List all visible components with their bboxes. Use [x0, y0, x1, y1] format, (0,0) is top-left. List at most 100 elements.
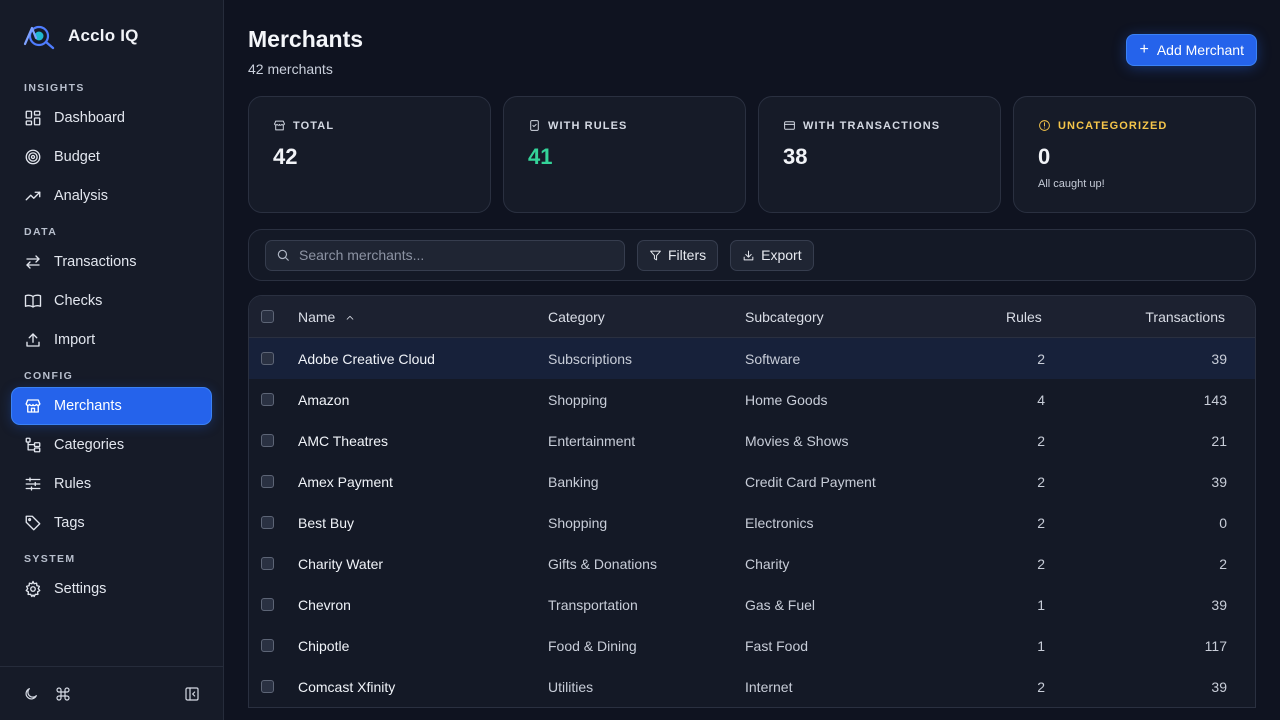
filters-label: Filters [668, 247, 707, 263]
cell-transactions: 117 [1204, 637, 1227, 654]
stat-value: 41 [528, 144, 553, 169]
command-icon[interactable] [54, 685, 72, 703]
row-checkbox[interactable] [261, 516, 274, 529]
cell-transactions: 39 [1211, 350, 1227, 367]
stats-row: TOTAL 42 WITH RULES 41 WITH TRANSACTIONS… [248, 96, 1256, 213]
nav-section-title: DATA [24, 226, 58, 238]
stat-label: WITH RULES [548, 119, 628, 132]
clipboard-check-icon [530, 120, 539, 131]
cell-subcategory: Credit Card Payment [745, 473, 876, 490]
row-checkbox[interactable] [261, 475, 274, 488]
cell-transactions: 21 [1211, 432, 1227, 449]
stat-card-uncategorized: UNCATEGORIZED 0 All caught up! [1013, 96, 1256, 213]
sidebar-item-budget[interactable]: Budget [12, 139, 211, 175]
search-box[interactable] [265, 239, 625, 271]
cell-rules: 1 [1037, 637, 1045, 654]
alert-circle-icon [1039, 120, 1050, 131]
cell-subcategory: Internet [745, 678, 793, 695]
sidebar-item-tags[interactable]: Tags [12, 505, 211, 541]
cell-transactions: 2 [1219, 555, 1227, 572]
column-header-rules[interactable]: Rules [1006, 308, 1042, 325]
sidebar-item-label: Analysis [54, 188, 108, 204]
column-header-name[interactable]: Name [298, 309, 548, 325]
sidebar: Acclo IQ INSIGHTS Dashboard Budget Analy… [0, 0, 224, 720]
sidebar-item-transactions[interactable]: Transactions [12, 244, 211, 280]
brand[interactable]: Acclo IQ [0, 0, 223, 72]
cell-name: Comcast Xfinity [298, 678, 396, 695]
sort-asc-icon [345, 309, 355, 325]
sidebar-item-label: Tags [54, 515, 85, 531]
column-header-category[interactable]: Category [548, 308, 605, 325]
sidebar-item-rules[interactable]: Rules [12, 466, 211, 502]
cell-name: Chipotle [298, 637, 350, 654]
row-checkbox[interactable] [261, 598, 274, 611]
cell-rules: 2 [1037, 432, 1045, 449]
moon-icon[interactable] [22, 685, 40, 703]
sidebar-item-categories[interactable]: Categories [12, 427, 211, 463]
table-row[interactable]: Chevron Transportation Gas & Fuel 1 39 [249, 584, 1255, 625]
cell-transactions: 39 [1211, 473, 1227, 490]
trend-icon [24, 187, 42, 205]
table-row[interactable]: Best Buy Shopping Electronics 2 0 [249, 502, 1255, 543]
row-checkbox[interactable] [261, 434, 274, 447]
sidebar-item-label: Import [54, 332, 96, 348]
stat-card-with-transactions: WITH TRANSACTIONS 38 [758, 96, 1001, 213]
collapse-sidebar-icon[interactable] [183, 685, 201, 703]
swap-icon [24, 253, 42, 271]
cell-rules: 4 [1037, 391, 1045, 408]
stat-note: All caught up! [1038, 178, 1105, 190]
sidebar-footer [0, 666, 223, 720]
row-checkbox[interactable] [261, 352, 274, 365]
column-header-transactions[interactable]: Transactions [1145, 308, 1225, 325]
sidebar-item-label: Rules [54, 476, 92, 492]
search-input[interactable] [299, 247, 599, 263]
table-row[interactable]: Adobe Creative Cloud Subscriptions Softwar… [249, 338, 1255, 379]
cell-category: Subscriptions [548, 350, 633, 367]
cell-name: Charity Water [298, 555, 384, 572]
cell-category: Shopping [548, 391, 608, 408]
page-header: Merchants 42 merchants + Add Merchant [248, 24, 1256, 96]
table-row[interactable]: Charity Water Gifts & Donations Charity 2 2 [249, 543, 1255, 584]
sidebar-item-label: Transactions [54, 254, 137, 270]
upload-icon [24, 331, 42, 349]
dashboard-icon [24, 109, 42, 127]
cell-subcategory: Gas & Fuel [745, 596, 816, 613]
sidebar-item-label: Dashboard [54, 110, 125, 126]
table-header: Name Category Subcategory Rules Transact… [249, 296, 1255, 338]
store-icon [274, 120, 285, 131]
cell-rules: 2 [1037, 678, 1045, 695]
page-title: Merchants [248, 26, 364, 52]
search-icon [277, 249, 289, 261]
cell-subcategory: Electronics [745, 514, 814, 531]
table-row[interactable]: Comcast Xfinity Utilities Internet 2 39 [249, 666, 1255, 707]
cell-rules: 2 [1037, 514, 1045, 531]
sidebar-item-settings[interactable]: Settings [12, 571, 211, 607]
row-checkbox[interactable] [261, 680, 274, 693]
table-row[interactable]: Amazon Shopping Home Goods 4 143 [249, 379, 1255, 420]
select-all-checkbox[interactable] [261, 310, 274, 323]
sliders-icon [24, 475, 42, 493]
row-checkbox[interactable] [261, 639, 274, 652]
sidebar-item-dashboard[interactable]: Dashboard [12, 100, 211, 136]
merchants-table: Name Category Subcategory Rules Transact… [248, 295, 1256, 708]
row-checkbox[interactable] [261, 393, 274, 406]
filter-icon [650, 250, 661, 260]
store-icon [24, 397, 42, 415]
sidebar-item-merchants[interactable]: Merchants [12, 388, 211, 424]
stat-value: 42 [273, 144, 298, 169]
filters-button[interactable]: Filters [637, 239, 719, 271]
column-header-subcategory[interactable]: Subcategory [745, 308, 824, 325]
table-row[interactable]: Amex Payment Banking Credit Card Payment 2 3… [249, 461, 1255, 502]
table-row[interactable]: AMC Theatres Entertainment Movies & Shows 2… [249, 420, 1255, 461]
main-content: Merchants 42 merchants + Add Merchant TO… [224, 0, 1280, 720]
sidebar-item-analysis[interactable]: Analysis [12, 178, 211, 214]
export-button[interactable]: Export [730, 239, 814, 271]
add-merchant-button[interactable]: + Add Merchant [1127, 35, 1256, 65]
stat-label: UNCATEGORIZED [1058, 119, 1168, 132]
table-row[interactable]: Chipotle Food & Dining Fast Food 1 117 [249, 625, 1255, 666]
sidebar-item-import[interactable]: Import [12, 322, 211, 358]
row-checkbox[interactable] [261, 557, 274, 570]
cell-category: Banking [548, 473, 599, 490]
sidebar-item-checks[interactable]: Checks [12, 283, 211, 319]
